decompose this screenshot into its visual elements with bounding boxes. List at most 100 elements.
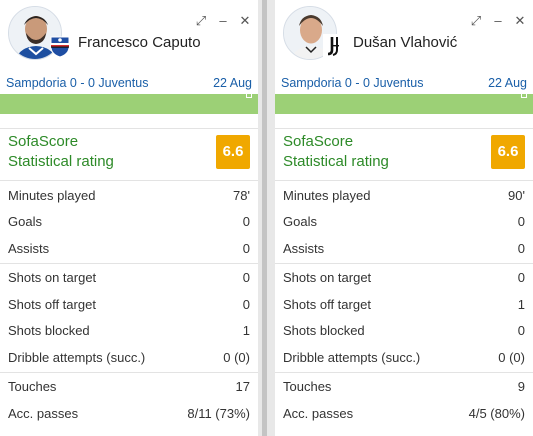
window-controls: ⤢ – ✕ [469, 14, 527, 28]
stat-group: Touches 17 Acc. passes 8/11 (73%) [0, 371, 258, 428]
close-icon[interactable]: ✕ [514, 13, 526, 28]
stat-row: Shots off target 1 [275, 291, 533, 318]
rating-label-brand: SofaScore [8, 133, 79, 150]
rating-badge: 6.6 [491, 135, 525, 169]
panel-header: Francesco Caputo ⤢ – ✕ [0, 0, 258, 66]
rating-label-brand: SofaScore [283, 133, 354, 150]
stat-label: Shots on target [283, 270, 372, 286]
rating-badge: 6.6 [216, 135, 250, 169]
stat-value: 1 [517, 296, 525, 312]
stat-label: Shots blocked [8, 323, 90, 339]
stat-value: 8/11 (73%) [187, 405, 250, 421]
match-score: Sampdoria 0 - 0 Juventus [281, 76, 424, 90]
match-date: 22 Aug [488, 76, 527, 90]
stat-label: Goals [8, 214, 42, 230]
rating-section: SofaScore Statistical rating 6.6 [275, 128, 533, 178]
stat-label: Shots blocked [283, 323, 365, 339]
stat-value: 9 [517, 379, 525, 395]
stat-row: Assists 0 [275, 235, 533, 262]
stat-group: Shots on target 0 Shots off target 0 Shots b… [0, 262, 258, 372]
expand-icon[interactable]: ⤢ [470, 13, 482, 28]
pitch-marking [521, 94, 527, 98]
rating-label-title: Statistical rating [283, 153, 389, 170]
player-photo-icon [9, 7, 61, 59]
stat-label: Shots off target [8, 296, 96, 312]
match-date: 22 Aug [213, 76, 252, 90]
window-controls: ⤢ – ✕ [194, 14, 252, 28]
stat-row: Shots on target 0 [0, 265, 258, 292]
stat-value: 0 [517, 270, 525, 286]
rating-label: SofaScore Statistical rating [8, 132, 114, 172]
stat-row: Touches 17 [0, 374, 258, 401]
stat-value: 17 [235, 379, 250, 395]
player-avatar[interactable] [8, 6, 62, 60]
stat-row: Acc. passes 8/11 (73%) [0, 400, 258, 427]
stat-label: Goals [283, 214, 317, 230]
expand-icon[interactable]: ⤢ [195, 13, 207, 28]
stat-label: Minutes played [283, 187, 371, 203]
stat-row: Touches 9 [275, 374, 533, 401]
player-panel-vlahovic: Dušan Vlahović ⤢ – ✕ Sampdoria 0 - 0 Juv… [275, 0, 533, 436]
player-panel-caputo: Francesco Caputo ⤢ – ✕ Sampdoria 0 - 0 J… [0, 0, 258, 436]
stat-value: 0 [242, 214, 250, 230]
sampdoria-crest-icon [48, 34, 72, 58]
stat-row: Shots blocked 1 [0, 318, 258, 345]
stat-value: 0 [517, 240, 525, 256]
stats-list: Minutes played 78' Goals 0 Assists 0 Shots on … [0, 180, 258, 428]
stat-row: Goals 0 [0, 209, 258, 236]
stats-list: Minutes played 90' Goals 0 Assists 0 Shots on … [275, 180, 533, 428]
stat-label: Dribble attempts (succ.) [8, 349, 146, 365]
panel-divider[interactable] [258, 0, 275, 436]
stat-label: Acc. passes [283, 405, 354, 421]
panel-header: Dušan Vlahović ⤢ – ✕ [275, 0, 533, 66]
scrollbar[interactable] [262, 0, 267, 436]
stat-row: Shots off target 0 [0, 291, 258, 318]
match-link[interactable]: Sampdoria 0 - 0 Juventus 22 Aug [6, 76, 252, 90]
stat-group: Touches 9 Acc. passes 4/5 (80%) [275, 371, 533, 428]
pitch-marking [246, 94, 252, 98]
stat-value: 90' [508, 187, 525, 203]
stat-value: 0 [242, 270, 250, 286]
player-name: Dušan Vlahović [353, 34, 458, 51]
stat-label: Assists [283, 240, 325, 256]
match-link[interactable]: Sampdoria 0 - 0 Juventus 22 Aug [281, 76, 527, 90]
stat-label: Touches [283, 379, 332, 395]
stat-row: Dribble attempts (succ.) 0 (0) [275, 344, 533, 371]
stat-row: Shots on target 0 [275, 265, 533, 292]
minimize-icon[interactable]: – [219, 13, 227, 28]
stat-value: 1 [242, 323, 250, 339]
stat-row: Acc. passes 4/5 (80%) [275, 400, 533, 427]
stat-group: Shots on target 0 Shots off target 1 Shots b… [275, 262, 533, 372]
stat-label: Assists [8, 240, 50, 256]
rating-section: SofaScore Statistical rating 6.6 [0, 128, 258, 178]
stat-label: Minutes played [8, 187, 96, 203]
pitch-bar [275, 94, 533, 114]
stat-value: 0 (0) [498, 349, 525, 365]
stat-value: 0 [517, 214, 525, 230]
stat-row: Dribble attempts (succ.) 0 (0) [0, 344, 258, 371]
stat-label: Shots off target [283, 296, 371, 312]
pitch-bar [0, 94, 258, 114]
stat-row: Assists 0 [0, 235, 258, 262]
stat-group: Minutes played 78' Goals 0 Assists 0 [0, 180, 258, 263]
stat-row: Goals 0 [275, 209, 533, 236]
stat-row: Minutes played 78' [0, 182, 258, 209]
stat-label: Touches [8, 379, 57, 395]
stat-group: Minutes played 90' Goals 0 Assists 0 [275, 180, 533, 263]
rating-label: SofaScore Statistical rating [283, 132, 389, 172]
player-name: Francesco Caputo [78, 34, 201, 51]
minimize-icon[interactable]: – [494, 13, 502, 28]
stat-value: 0 [517, 323, 525, 339]
stat-value: 0 [242, 240, 250, 256]
stat-row: Minutes played 90' [275, 182, 533, 209]
close-icon[interactable]: ✕ [239, 13, 251, 28]
juventus-crest-icon [323, 34, 347, 58]
match-score: Sampdoria 0 - 0 Juventus [6, 76, 149, 90]
stat-row: Shots blocked 0 [275, 318, 533, 345]
stat-label: Dribble attempts (succ.) [283, 349, 421, 365]
stat-value: 0 (0) [223, 349, 250, 365]
stat-value: 0 [242, 296, 250, 312]
stat-value: 4/5 (80%) [468, 405, 525, 421]
stat-label: Acc. passes [8, 405, 79, 421]
